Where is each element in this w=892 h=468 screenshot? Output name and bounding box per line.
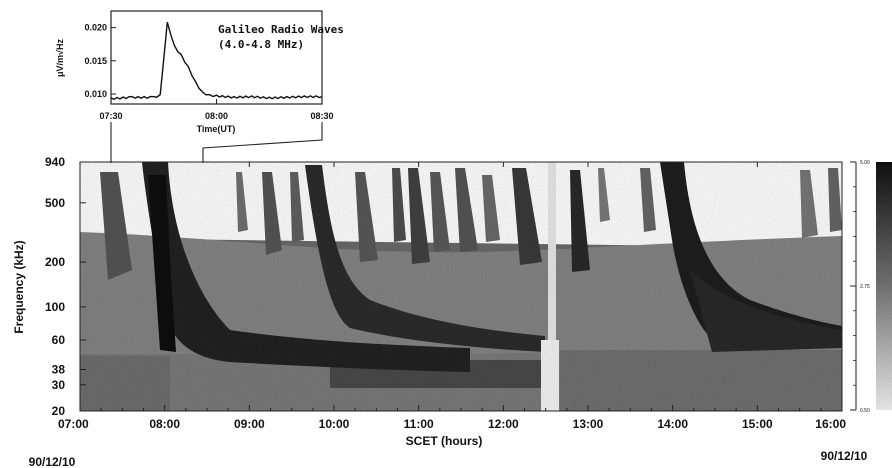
colorbar-tick-label: 5.00 (860, 160, 870, 166)
y-axis: 940 500 200 100 60 38 30 20 (45, 155, 86, 418)
inset-x-tick-label: 08:00 (205, 111, 228, 121)
inset-y-axis-title: μV/m√Hz (55, 39, 65, 77)
y-tick-label: 500 (45, 196, 65, 210)
y-tick-label: 30 (52, 378, 66, 392)
x-tick-label: 10:00 (319, 417, 350, 431)
inset-subtitle: (4.0-4.8 MHz) (218, 38, 304, 51)
x-tick-label: 14:00 (657, 417, 688, 431)
x-tick-label: 13:00 (573, 417, 604, 431)
inset-y-tick-label: 0.015 (84, 56, 107, 66)
colorbar-tick-label: 0.50 (860, 408, 870, 414)
x-axis: 07:00 08:00 09:00 10:00 11:00 12:00 13:00 14:00… (58, 162, 846, 431)
inset-plot: 0.020 0.015 0.010 07:30 08:00 08:30 Galileo R… (55, 10, 344, 163)
inset-connector-right (202, 122, 323, 163)
colorbar-tick-label: 2.75 (860, 284, 870, 290)
x-tick-label: 09:00 (234, 417, 265, 431)
x-axis-title: SCET (hours) (406, 434, 483, 448)
colorbar: 5.00 2.75 0.50 (850, 160, 892, 414)
spectrogram-image (80, 162, 842, 411)
date-label-start: 90/12/10 (29, 455, 76, 468)
inset-x-axis-title: Time(UT) (197, 124, 236, 134)
inset-title: Galileo Radio Waves (218, 23, 344, 36)
colorbar-gradient (876, 162, 892, 410)
y-tick-label: 940 (45, 155, 65, 169)
inset-ticks: 0.020 0.015 0.010 07:30 08:00 08:30 (84, 23, 333, 121)
inset-x-tick-label: 07:30 (99, 111, 122, 121)
y-axis-title: Frequency (kHz) (12, 240, 26, 333)
x-tick-label: 08:00 (149, 417, 180, 431)
y-tick-label: 100 (45, 300, 65, 314)
x-tick-label: 07:00 (58, 417, 89, 431)
y-tick-label: 20 (52, 404, 66, 418)
x-tick-label: 15:00 (742, 417, 773, 431)
x-tick-label: 12:00 (488, 417, 519, 431)
inset-x-tick-label: 08:30 (310, 111, 333, 121)
y-tick-label: 38 (52, 362, 66, 376)
spectrogram: 07:00 08:00 09:00 10:00 11:00 12:00 13:00 14:00… (12, 155, 868, 468)
inset-series-line (110, 22, 323, 101)
colorbar-ticks: 5.00 2.75 0.50 (850, 160, 870, 414)
y-tick-label: 60 (52, 333, 66, 347)
inset-y-tick-label: 0.020 (84, 23, 107, 33)
inset-y-tick-label: 0.010 (84, 89, 107, 99)
inset-frame (110, 10, 323, 105)
y-tick-label: 200 (45, 255, 65, 269)
x-tick-label: 16:00 (815, 417, 846, 431)
x-tick-label: 11:00 (404, 417, 434, 431)
date-label-end: 90/12/10 (821, 449, 868, 463)
